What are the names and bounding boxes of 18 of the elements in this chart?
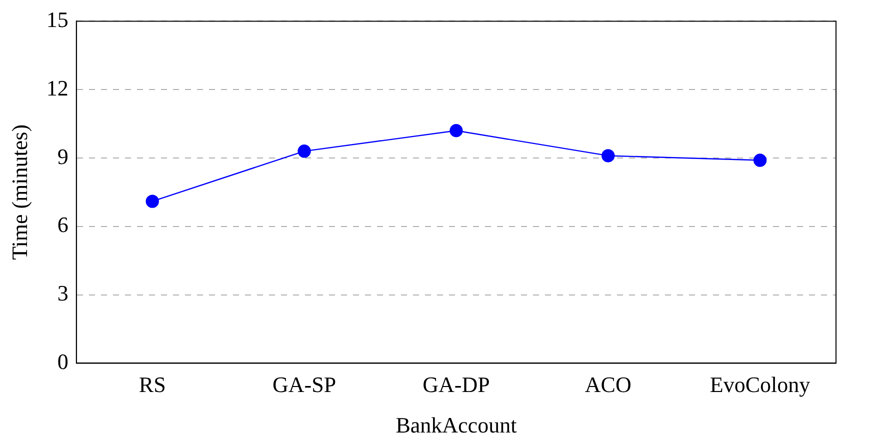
- y-tick-label: 12: [46, 75, 68, 100]
- point: [753, 154, 767, 167]
- y-tick-label: 9: [57, 144, 68, 169]
- y-axis-title: Time (minutes): [6, 124, 32, 260]
- point: [602, 149, 615, 162]
- x-tick-label: ACO: [584, 372, 632, 398]
- x-tick-label: RS: [138, 372, 166, 398]
- x-tick-label: GA-SP: [272, 372, 336, 398]
- x-tick-label: EvoColony: [710, 372, 810, 398]
- y-tick-label: 15: [46, 6, 68, 32]
- y-tick-label: 3: [57, 280, 68, 306]
- y-tick-label: 6: [57, 212, 68, 238]
- point: [146, 194, 159, 208]
- point: [450, 124, 463, 138]
- y-tick-label: 0: [57, 348, 68, 374]
- point: [298, 144, 311, 158]
- x-axis-title: BankAccount: [396, 412, 517, 438]
- x-tick-label: GA-DP: [422, 372, 490, 398]
